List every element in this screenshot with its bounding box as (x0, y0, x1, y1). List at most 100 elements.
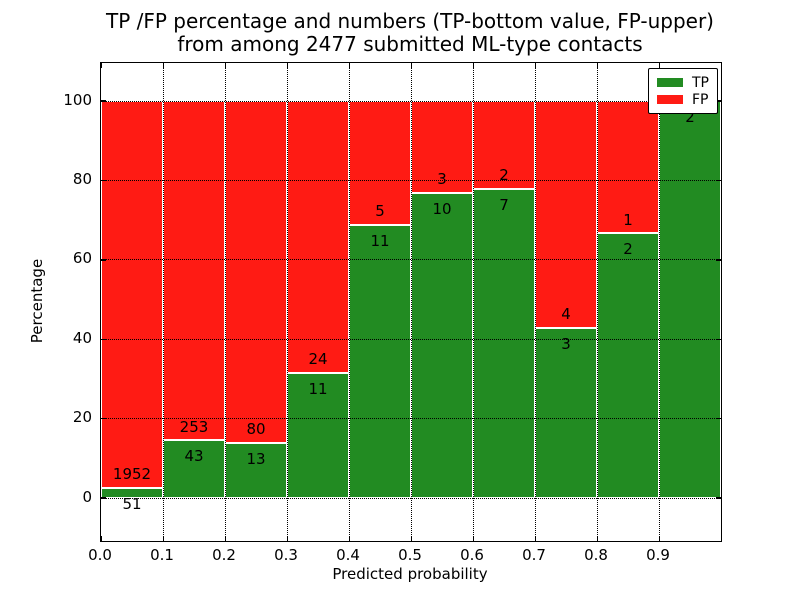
x-tick-label: 0.0 (88, 546, 112, 564)
fp-bar-segment (535, 101, 597, 328)
fp-count-label: 2 (499, 166, 509, 185)
tp-bar-segment (473, 189, 535, 499)
fp-legend-swatch-icon (657, 95, 683, 104)
fp-bar-segment (349, 101, 411, 226)
x-axis-tick (658, 536, 660, 541)
x-axis-tick-top (162, 63, 164, 68)
tp-count-label: 11 (370, 232, 390, 251)
x-axis-tick (100, 536, 102, 541)
v-gridline (162, 63, 164, 541)
y-axis-tick-right (716, 259, 721, 261)
x-axis-tick (224, 536, 226, 541)
tp-legend-label: TP (692, 74, 709, 91)
fp-bar-segment (287, 101, 349, 374)
fp-count-label: 80 (246, 419, 266, 438)
legend-box: TP FP (648, 68, 718, 114)
x-axis-tick (286, 536, 288, 541)
v-gridline (286, 63, 288, 541)
tp-bar-segment (535, 327, 597, 499)
tp-bar-segment (411, 192, 473, 499)
x-axis-tick (348, 536, 350, 541)
fp-count-label: 1 (623, 210, 633, 229)
fp-count-label: 5 (375, 202, 385, 221)
legend-entry-fp: FP (657, 91, 709, 108)
tp-legend-swatch-icon (657, 78, 683, 87)
x-axis-label: Predicted probability (332, 565, 488, 583)
tp-count-label: 2 (685, 108, 695, 126)
tp-bar-segment (659, 101, 721, 499)
x-axis-tick (534, 536, 536, 541)
tp-count-label: 43 (184, 447, 204, 466)
tp-count-label: 51 (122, 494, 142, 513)
y-axis-tick (101, 497, 106, 499)
y-axis-tick (101, 417, 106, 420)
x-axis-tick (472, 536, 474, 541)
y-tick-label: 0 (82, 487, 92, 506)
v-gridline (224, 63, 226, 541)
chart-title-line2: from among 2477 submitted ML-type contac… (177, 32, 643, 56)
tp-bar-segment (287, 373, 349, 499)
y-axis-tick (101, 179, 106, 182)
x-tick-label: 0.1 (150, 546, 174, 564)
y-tick-label: 20 (72, 408, 92, 427)
fp-bar-segment (163, 101, 225, 441)
legend-entry-tp: TP (657, 74, 709, 91)
x-tick-label: 0.6 (460, 546, 484, 564)
x-tick-label: 0.3 (274, 546, 298, 564)
fp-count-label: 24 (308, 350, 328, 369)
x-axis-tick (162, 536, 164, 541)
v-gridline (534, 63, 536, 541)
x-tick-label: 0.7 (522, 546, 546, 564)
tp-bar-segment (597, 233, 659, 499)
fp-count-label: 3 (437, 169, 447, 188)
y-axis-tick-right (716, 497, 721, 499)
x-axis-tick-top (348, 63, 350, 68)
x-tick-label: 0.2 (212, 546, 236, 564)
v-gridline (472, 63, 474, 541)
y-axis-tick-right (716, 417, 721, 420)
x-axis-tick-top (596, 63, 598, 68)
x-axis-tick-top (224, 63, 226, 68)
x-axis-tick-top (472, 63, 474, 68)
v-gridline (348, 63, 350, 541)
fp-count-label: 253 (179, 417, 209, 436)
tp-count-label: 3 (561, 334, 571, 353)
fp-bar-segment (225, 101, 287, 443)
y-axis-label: Percentage (28, 258, 46, 344)
y-tick-label: 100 (63, 90, 92, 109)
x-axis-tick (596, 536, 598, 541)
tp-bar-segment (349, 225, 411, 499)
y-axis-tick-right (716, 100, 721, 102)
chart-title-line1: TP /FP percentage and numbers (TP-bottom… (106, 9, 714, 33)
x-tick-label: 0.4 (336, 546, 360, 564)
y-axis-tick (101, 100, 106, 102)
v-gridline (596, 63, 598, 541)
fp-count-label: 1952 (112, 465, 152, 484)
fp-count-label: 4 (561, 305, 571, 324)
x-axis-tick-top (658, 63, 660, 68)
y-tick-label: 40 (72, 328, 92, 347)
fp-bar-segment (473, 101, 535, 190)
tp-count-label: 13 (246, 449, 266, 468)
fp-bar-segment (411, 101, 473, 193)
x-axis-tick (410, 536, 412, 541)
tp-count-label: 2 (623, 240, 633, 259)
y-axis-tick (101, 338, 106, 341)
plot-area: 51 1952 43 253 13 80 11 24 11 5 10 3 7 2 3 4 2 1 2 TP FP (100, 62, 722, 542)
tp-count-label: 7 (499, 196, 509, 215)
chart-title: TP /FP percentage and numbers (TP-bottom… (100, 10, 720, 56)
x-axis-tick-top (534, 63, 536, 68)
x-tick-label: 0.5 (398, 546, 422, 564)
v-gridline (410, 63, 412, 541)
y-axis-tick-right (716, 179, 721, 182)
tp-count-label: 10 (432, 199, 452, 218)
x-axis-tick-top (100, 63, 102, 68)
x-tick-label: 0.8 (584, 546, 608, 564)
x-axis-tick-top (286, 63, 288, 68)
y-tick-label: 80 (72, 170, 92, 188)
fp-bar-segment (101, 101, 163, 489)
y-tick-label: 60 (72, 249, 92, 268)
v-gridline (658, 63, 660, 541)
x-axis-tick-top (410, 63, 412, 68)
